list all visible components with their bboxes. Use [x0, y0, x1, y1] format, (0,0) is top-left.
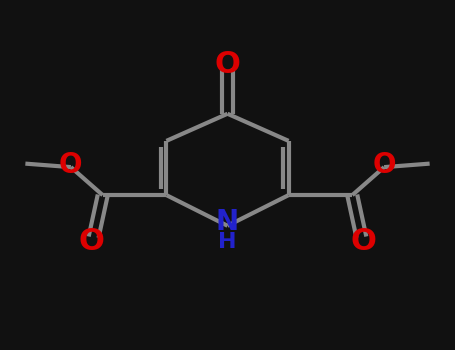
Text: O: O	[59, 151, 83, 179]
Text: O: O	[78, 227, 104, 256]
Text: H: H	[218, 231, 237, 252]
Text: O: O	[215, 50, 240, 78]
Text: N: N	[216, 208, 239, 236]
Text: O: O	[372, 151, 396, 179]
Text: O: O	[351, 227, 377, 256]
